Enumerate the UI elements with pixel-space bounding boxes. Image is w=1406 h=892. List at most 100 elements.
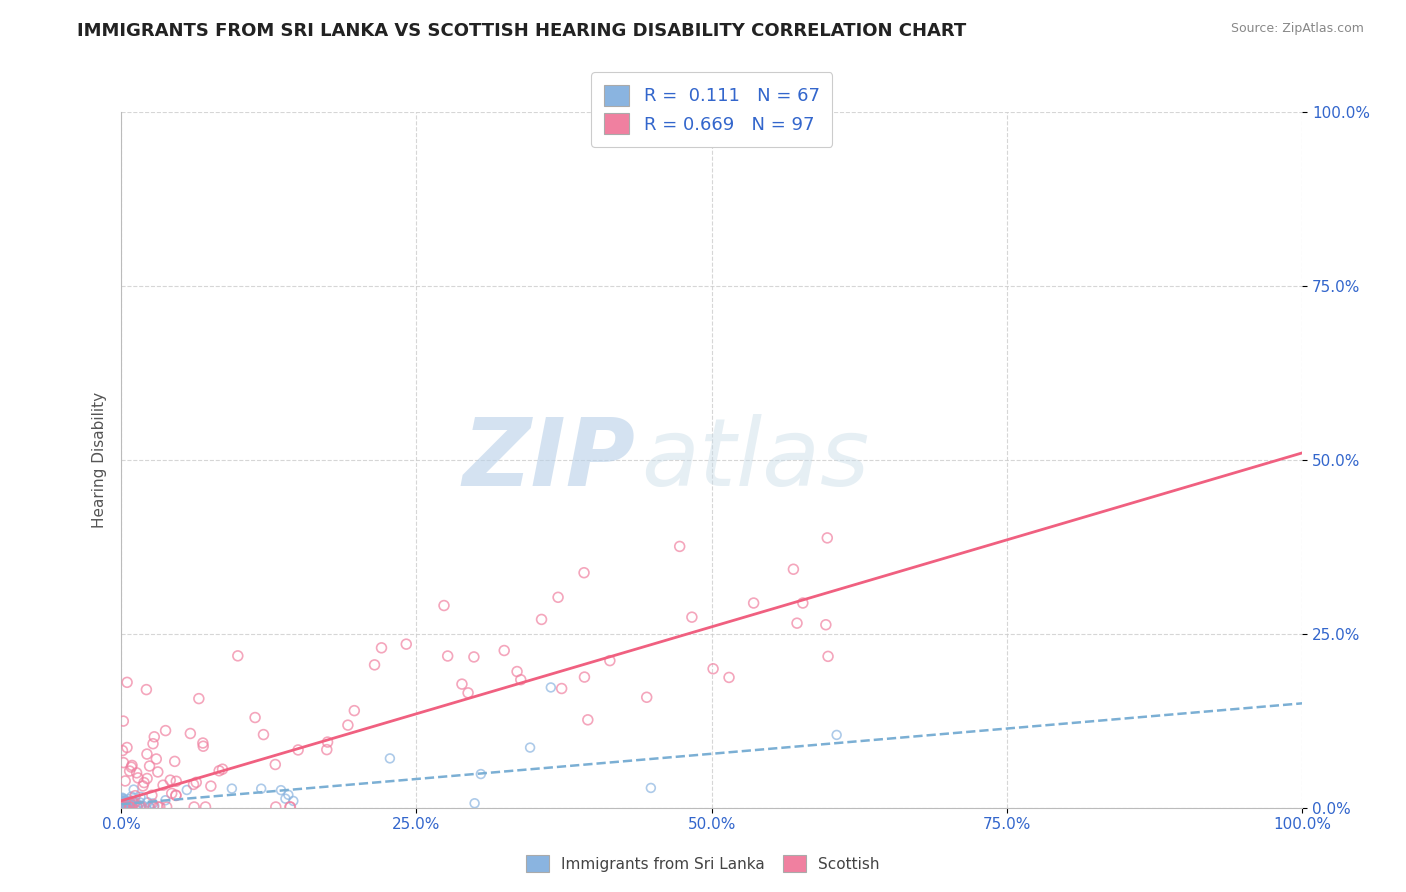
Point	[114, 774, 136, 789]
Point	[463, 649, 485, 664]
Point	[115, 740, 138, 755]
Point	[129, 796, 152, 810]
Point	[547, 591, 569, 605]
Point	[146, 800, 169, 814]
Y-axis label: Hearing Disability: Hearing Disability	[93, 392, 107, 528]
Point	[264, 757, 287, 772]
Point	[509, 673, 531, 687]
Point	[278, 800, 301, 814]
Point	[128, 800, 150, 814]
Point	[782, 562, 804, 576]
Point	[494, 643, 516, 657]
Point	[111, 797, 134, 812]
Point	[152, 778, 174, 792]
Point	[287, 743, 309, 757]
Point	[114, 795, 136, 809]
Point	[378, 751, 401, 765]
Point	[136, 795, 159, 809]
Point	[125, 795, 148, 809]
Point	[433, 599, 456, 613]
Point	[115, 796, 138, 810]
Point	[115, 798, 138, 813]
Point	[343, 704, 366, 718]
Point	[143, 730, 166, 744]
Point	[143, 798, 166, 813]
Point	[118, 795, 141, 809]
Point	[132, 799, 155, 814]
Point	[117, 799, 139, 814]
Point	[111, 790, 134, 805]
Point	[316, 735, 339, 749]
Point	[792, 596, 814, 610]
Point	[112, 797, 135, 811]
Point	[163, 755, 186, 769]
Point	[142, 797, 165, 811]
Point	[132, 775, 155, 789]
Point	[124, 789, 146, 803]
Point	[363, 657, 385, 672]
Point	[702, 662, 724, 676]
Point	[243, 710, 266, 724]
Point	[117, 795, 139, 809]
Point	[283, 794, 305, 808]
Text: atlas: atlas	[641, 415, 869, 506]
Point	[111, 743, 134, 757]
Point	[112, 800, 135, 814]
Point	[112, 797, 135, 812]
Point	[176, 783, 198, 797]
Point	[817, 649, 839, 664]
Point	[121, 758, 143, 772]
Point	[138, 800, 160, 814]
Point	[120, 800, 142, 814]
Point	[112, 794, 135, 808]
Point	[681, 610, 703, 624]
Point	[226, 648, 249, 663]
Point	[183, 800, 205, 814]
Point	[138, 759, 160, 773]
Point	[125, 800, 148, 814]
Point	[114, 797, 136, 812]
Point	[574, 670, 596, 684]
Point	[118, 792, 141, 806]
Point	[221, 781, 243, 796]
Point	[436, 648, 458, 663]
Point	[138, 800, 160, 814]
Point	[121, 789, 143, 804]
Point	[121, 799, 143, 814]
Legend: R =  0.111   N = 67, R = 0.669   N = 97: R = 0.111 N = 67, R = 0.669 N = 97	[591, 72, 832, 146]
Point	[194, 800, 217, 814]
Point	[142, 737, 165, 751]
Point	[252, 728, 274, 742]
Point	[122, 796, 145, 810]
Point	[121, 795, 143, 809]
Point	[125, 799, 148, 814]
Point	[179, 726, 201, 740]
Point	[183, 777, 205, 791]
Point	[668, 540, 690, 554]
Point	[211, 762, 233, 776]
Point	[111, 800, 134, 814]
Point	[165, 789, 187, 803]
Point	[370, 640, 392, 655]
Point	[786, 616, 808, 631]
Point	[129, 789, 152, 804]
Point	[165, 774, 187, 789]
Text: ZIP: ZIP	[463, 414, 636, 506]
Point	[572, 566, 595, 580]
Legend: Immigrants from Sri Lanka, Scottish: Immigrants from Sri Lanka, Scottish	[519, 847, 887, 880]
Point	[118, 764, 141, 778]
Point	[114, 794, 136, 808]
Point	[464, 797, 486, 811]
Point	[114, 800, 136, 814]
Point	[112, 799, 135, 814]
Point	[118, 800, 141, 814]
Point	[114, 797, 136, 812]
Point	[200, 779, 222, 793]
Point	[395, 637, 418, 651]
Point	[264, 800, 287, 814]
Point	[114, 800, 136, 814]
Point	[193, 739, 215, 754]
Point	[550, 681, 572, 696]
Point	[135, 682, 157, 697]
Point	[159, 773, 181, 788]
